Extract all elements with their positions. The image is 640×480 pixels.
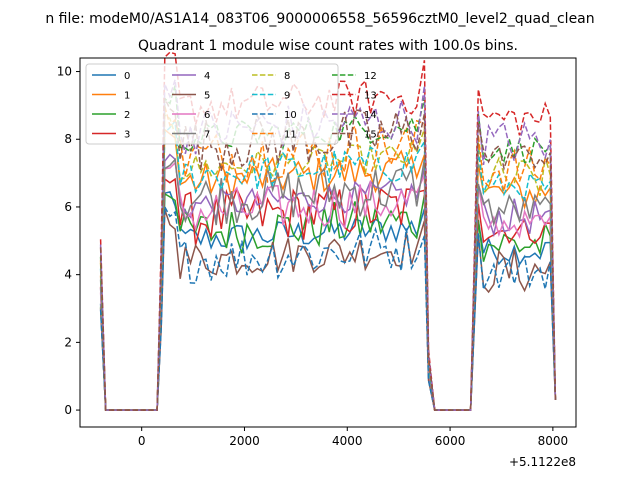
- x-tick-label: 6000: [435, 434, 466, 448]
- x-tick-label: 8000: [538, 434, 569, 448]
- series-line-1: [99, 128, 557, 411]
- legend-label-8: 8: [284, 71, 290, 82]
- x-tick-label: 4000: [332, 434, 363, 448]
- series-line-10: [99, 204, 557, 411]
- series-line-11: [99, 106, 557, 411]
- legend-label-7: 7: [204, 130, 210, 141]
- x-axis: 0 2000 4000 6000 8000: [138, 427, 568, 448]
- chart-title: Quadrant 1 module wise count rates with …: [138, 38, 518, 54]
- y-tick-label: 10: [57, 65, 72, 79]
- legend-label-15: 15: [364, 130, 377, 141]
- y-tick-label: 2: [64, 335, 72, 349]
- y-axis: 0 2 4 6 8 10: [57, 65, 80, 417]
- series-line-7: [99, 157, 557, 411]
- series-line-0: [99, 191, 557, 411]
- legend-label-14: 14: [364, 110, 377, 121]
- legend-label-4: 4: [204, 71, 210, 82]
- series-line-13: [99, 51, 557, 411]
- y-tick-label: 0: [64, 403, 72, 417]
- legend-label-0: 0: [124, 71, 130, 82]
- legend-label-9: 9: [284, 91, 290, 102]
- series-line-3: [99, 177, 557, 411]
- figure-suptitle: n file: modeM0/AS1A14_083T06_9000006558_…: [45, 11, 594, 27]
- x-tick-label: 0: [138, 434, 146, 448]
- legend-label-1: 1: [124, 91, 130, 102]
- legend-label-13: 13: [364, 91, 377, 102]
- series-line-9: [99, 119, 557, 411]
- plot-area-frame: [79, 57, 577, 428]
- legend-label-12: 12: [364, 71, 377, 82]
- y-tick-label: 4: [64, 268, 72, 282]
- series-line-5: [99, 209, 557, 411]
- legend-label-2: 2: [124, 110, 130, 121]
- x-offset-label: +5.1122e8: [509, 455, 576, 469]
- y-tick-label: 6: [64, 200, 72, 214]
- series-line-2: [99, 192, 557, 411]
- legend-label-10: 10: [284, 110, 297, 121]
- legend-label-11: 11: [284, 130, 297, 141]
- legend-label-5: 5: [204, 91, 210, 102]
- x-tick-label: 2000: [229, 434, 260, 448]
- legend-box: [85, 63, 339, 145]
- legend-label-3: 3: [124, 130, 130, 141]
- legend-label-6: 6: [204, 110, 210, 121]
- y-tick-label: 8: [64, 132, 72, 146]
